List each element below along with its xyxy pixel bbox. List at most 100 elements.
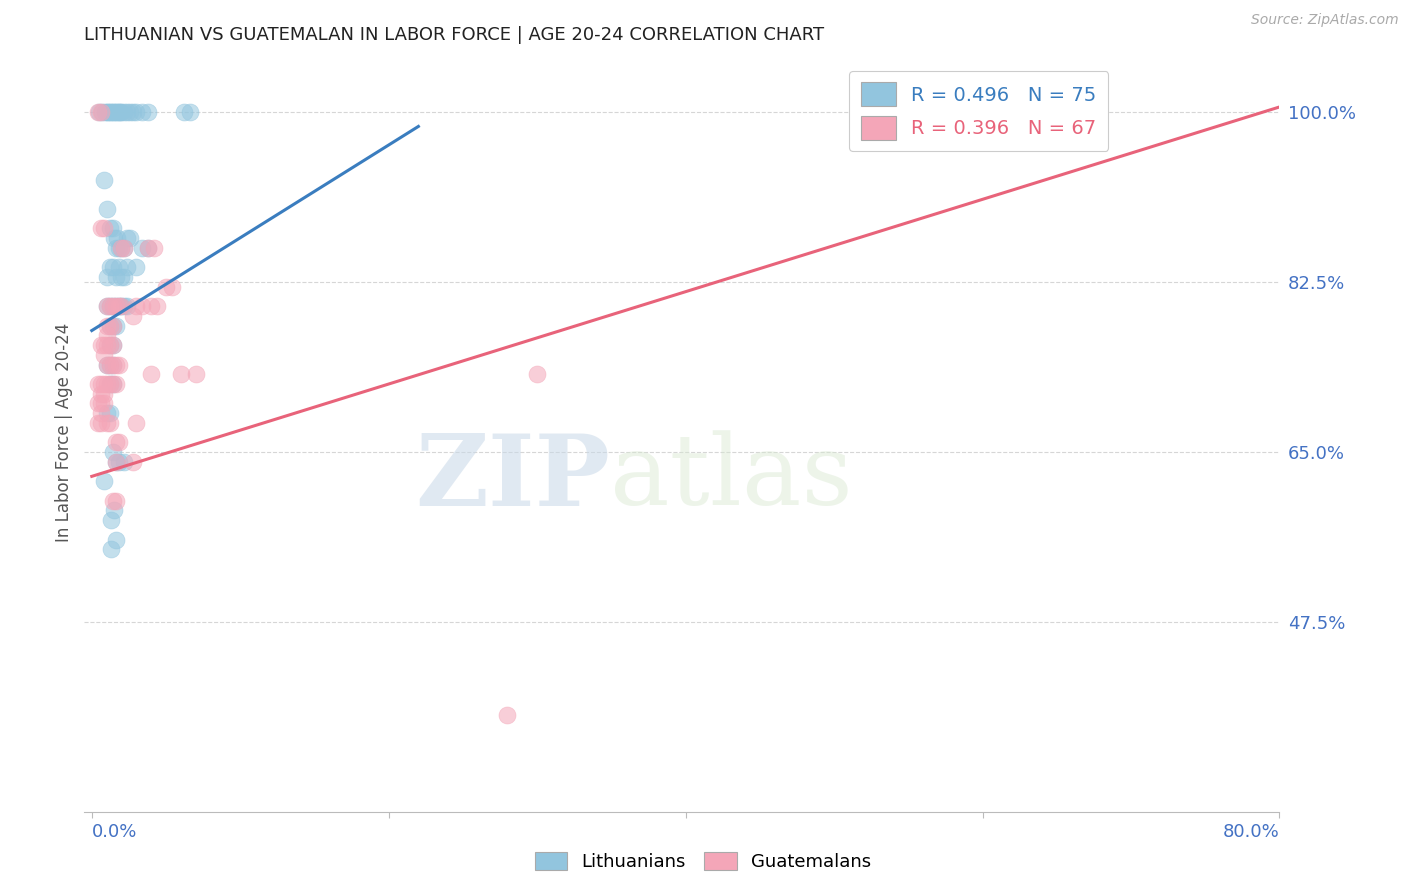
Point — [93, 348, 115, 362]
Point — [107, 358, 129, 372]
Point — [101, 377, 124, 392]
Point — [104, 377, 127, 392]
Point — [104, 299, 127, 313]
Point — [101, 299, 124, 313]
Point — [87, 396, 110, 410]
Point — [87, 416, 110, 430]
Point — [98, 318, 121, 333]
Text: 80.0%: 80.0% — [1223, 823, 1279, 841]
Text: Source: ZipAtlas.com: Source: ZipAtlas.com — [1251, 13, 1399, 28]
Point — [87, 104, 110, 119]
Point — [131, 299, 153, 313]
Point — [110, 241, 132, 255]
Point — [96, 299, 118, 313]
Point — [96, 406, 118, 420]
Point — [93, 386, 115, 401]
Point — [101, 299, 124, 313]
Point — [97, 104, 120, 119]
Text: LITHUANIAN VS GUATEMALAN IN LABOR FORCE | AGE 20-24 CORRELATION CHART: LITHUANIAN VS GUATEMALAN IN LABOR FORCE … — [84, 26, 824, 44]
Point — [114, 455, 136, 469]
Point — [98, 104, 121, 119]
Point — [141, 299, 163, 313]
Point — [125, 416, 148, 430]
Point — [89, 104, 111, 119]
Point — [107, 299, 129, 313]
Point — [93, 173, 115, 187]
Point — [96, 299, 118, 313]
Point — [98, 406, 121, 420]
Point — [104, 455, 127, 469]
Point — [98, 318, 121, 333]
Point — [110, 241, 132, 255]
Legend: R = 0.496   N = 75, R = 0.396   N = 67: R = 0.496 N = 75, R = 0.396 N = 67 — [849, 70, 1108, 152]
Point — [104, 455, 127, 469]
Point — [173, 104, 195, 119]
Point — [104, 299, 127, 313]
Point — [122, 455, 145, 469]
Text: ZIP: ZIP — [415, 430, 610, 526]
Point — [98, 299, 121, 313]
Point — [117, 260, 139, 275]
Point — [104, 435, 127, 450]
Point — [136, 241, 159, 255]
Point — [90, 377, 112, 392]
Point — [87, 377, 110, 392]
Point — [90, 396, 112, 410]
Point — [96, 338, 118, 352]
Point — [120, 231, 142, 245]
Point — [125, 260, 148, 275]
Text: 0.0%: 0.0% — [91, 823, 138, 841]
Point — [110, 299, 132, 313]
Point — [98, 416, 121, 430]
Point — [120, 104, 142, 119]
Point — [107, 104, 129, 119]
Point — [104, 241, 127, 255]
Point — [131, 241, 153, 255]
Point — [103, 104, 125, 119]
Point — [114, 270, 136, 285]
Point — [104, 270, 127, 285]
Point — [496, 707, 519, 722]
Point — [110, 299, 132, 313]
Point — [98, 338, 121, 352]
Point — [110, 270, 132, 285]
Point — [101, 318, 124, 333]
Point — [160, 280, 183, 294]
Point — [101, 338, 124, 352]
Point — [170, 368, 193, 382]
Y-axis label: In Labor Force | Age 20-24: In Labor Force | Age 20-24 — [55, 323, 73, 542]
Point — [96, 104, 118, 119]
Point — [122, 309, 145, 323]
Point — [107, 435, 129, 450]
Point — [107, 299, 129, 313]
Point — [96, 358, 118, 372]
Point — [107, 455, 129, 469]
Point — [101, 358, 124, 372]
Legend: Lithuanians, Guatemalans: Lithuanians, Guatemalans — [527, 845, 879, 879]
Point — [143, 241, 166, 255]
Point — [98, 358, 121, 372]
Point — [101, 338, 124, 352]
Point — [98, 260, 121, 275]
Point — [90, 221, 112, 235]
Point — [98, 299, 121, 313]
Point — [96, 270, 118, 285]
Point — [90, 386, 112, 401]
Point — [94, 104, 117, 119]
Point — [131, 104, 153, 119]
Point — [114, 299, 136, 313]
Point — [98, 377, 121, 392]
Point — [146, 299, 169, 313]
Point — [98, 338, 121, 352]
Point — [125, 104, 148, 119]
Point — [107, 260, 129, 275]
Point — [101, 221, 124, 235]
Point — [184, 368, 207, 382]
Point — [96, 202, 118, 216]
Point — [1031, 104, 1053, 119]
Point — [114, 241, 136, 255]
Point — [104, 493, 127, 508]
Point — [104, 318, 127, 333]
Point — [101, 104, 124, 119]
Point — [1001, 104, 1024, 119]
